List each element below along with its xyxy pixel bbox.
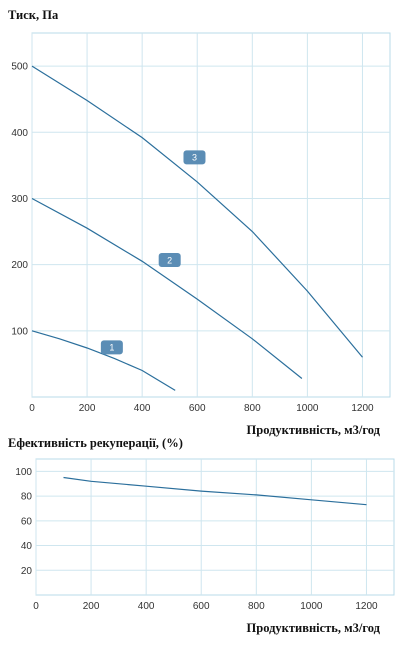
efficiency-series	[63, 476, 367, 506]
efficiency-y-tick-label: 60	[21, 516, 33, 527]
pressure-x-axis-label: Продуктивність, м3/год	[247, 423, 381, 437]
curve-label-badge	[183, 150, 206, 165]
pressure-x-tick-label: 0	[29, 403, 35, 414]
efficiency-y-tick-label: 80	[21, 492, 33, 503]
efficiency-x-axis-label: Продуктивність, м3/год	[247, 621, 381, 635]
pressure-plot-frame	[31, 32, 391, 398]
efficiency-y-tick-label: 20	[21, 566, 33, 577]
efficiency-x-tick-label: 0	[33, 601, 39, 612]
curve-label-3: 3	[183, 150, 206, 165]
curve-label-text: 2	[167, 255, 172, 265]
pressure-x-tick-label: 1200	[351, 403, 374, 414]
pressure-series	[31, 65, 363, 391]
pressure-x-tick-label: 400	[134, 403, 151, 414]
pressure-x-tick-label: 200	[79, 403, 96, 414]
efficiency-x-tick-label: 800	[248, 601, 265, 612]
pressure-y-tick-label: 100	[11, 326, 28, 337]
pressure-curve-labels: 1 2 3	[100, 150, 206, 355]
efficiency-x-tick-label: 200	[83, 601, 100, 612]
pressure-y-tick-label: 500	[11, 62, 28, 73]
pressure-series-line-3	[31, 65, 363, 358]
pressure-grid	[31, 32, 391, 398]
pressure-x-tick-label: 1000	[296, 403, 319, 414]
curve-label-2: 2	[158, 253, 181, 268]
efficiency-x-ticks: 0 200 400 600 800 1000 1200	[33, 601, 378, 612]
pressure-x-ticks: 0 200 400 600 800 1000 1200	[29, 403, 374, 414]
efficiency-y-tick-label: 40	[21, 541, 33, 552]
pressure-chart: 0 200 400 600 800 1000 1200 100 200 300 400 500 1 2…	[8, 8, 391, 437]
efficiency-series-line-1	[63, 476, 367, 506]
curve-label-text: 3	[192, 153, 197, 163]
pressure-y-tick-label: 400	[11, 128, 28, 139]
efficiency-x-tick-label: 1000	[300, 601, 323, 612]
efficiency-y-tick-label: 100	[15, 467, 32, 478]
efficiency-chart: Ефективність рекуперації, (%) 0 200 400 600…	[8, 436, 395, 635]
curve-label-badge	[158, 253, 181, 268]
pressure-y-tick-label: 200	[11, 260, 28, 271]
efficiency-x-tick-label: 600	[193, 601, 210, 612]
pressure-x-tick-label: 800	[244, 403, 261, 414]
curve-label-badge	[100, 340, 123, 355]
efficiency-x-tick-label: 1200	[355, 601, 378, 612]
pressure-y-axis-label: Тиск, Па	[8, 8, 59, 22]
efficiency-chart-title: Ефективність рекуперації, (%)	[8, 436, 183, 450]
efficiency-y-ticks: 20 40 60 80 100	[15, 467, 32, 577]
efficiency-plot-frame	[35, 458, 395, 596]
pressure-y-tick-label: 300	[11, 194, 28, 205]
efficiency-x-tick-label: 400	[138, 601, 155, 612]
pressure-series-line-1	[31, 330, 176, 391]
pressure-x-tick-label: 600	[189, 403, 206, 414]
efficiency-grid	[35, 458, 395, 596]
pressure-y-ticks: 100 200 300 400 500	[11, 62, 28, 338]
pressure-series-line-2	[31, 197, 303, 379]
curve-label-text: 1	[109, 343, 114, 353]
curve-label-1: 1	[100, 340, 123, 355]
